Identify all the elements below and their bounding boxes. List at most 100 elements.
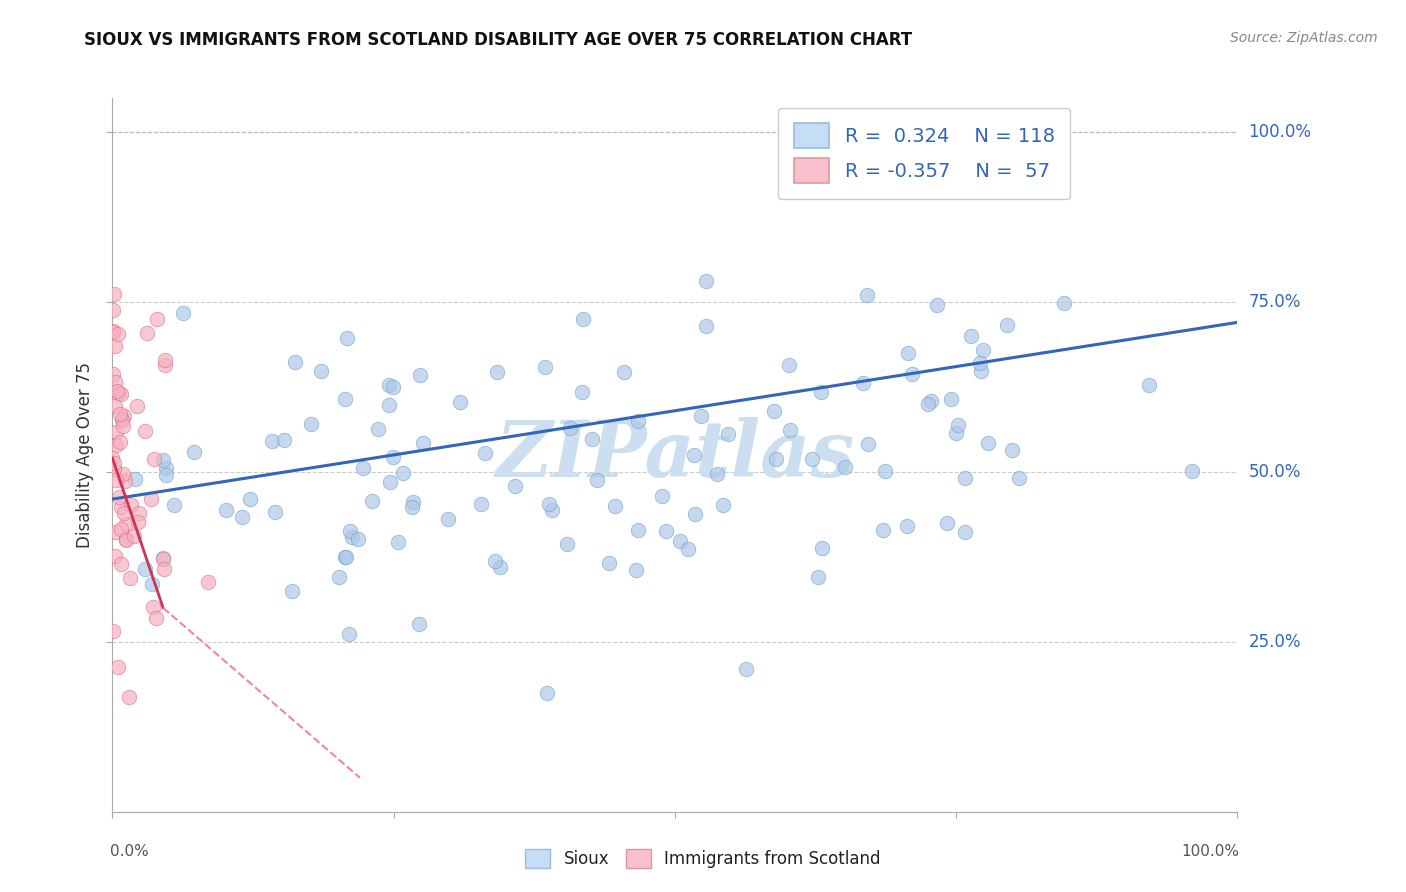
Point [960, 329, 983, 343]
Point [112, 506, 135, 520]
Point [101, 325, 124, 339]
Point [571, 385, 593, 400]
Point [110, 500, 132, 514]
Point [382, 380, 405, 394]
Point [683, 507, 706, 521]
Y-axis label: Disability Age Over 75: Disability Age Over 75 [76, 362, 94, 548]
Point [1008, 471, 1031, 485]
Point [104, 473, 127, 487]
Point [153, 358, 176, 372]
Point [104, 339, 127, 353]
Point [152, 552, 174, 566]
Point [378, 377, 401, 392]
Point [264, 505, 287, 519]
Point [765, 452, 787, 467]
Point [1137, 378, 1160, 392]
Point [1053, 296, 1076, 310]
Point [335, 549, 357, 564]
Point [449, 394, 471, 409]
Point [110, 522, 132, 536]
Point [262, 434, 284, 448]
Point [779, 424, 801, 438]
Point [470, 497, 492, 511]
Point [112, 409, 135, 424]
Point [627, 414, 650, 428]
Legend: R =  0.324    N = 118, R = -0.357    N =  57: R = 0.324 N = 118, R = -0.357 N = 57 [779, 108, 1070, 199]
Point [183, 445, 205, 459]
Point [101, 450, 124, 465]
Point [152, 453, 174, 467]
Point [118, 690, 141, 704]
Point [807, 569, 830, 583]
Point [353, 461, 375, 475]
Point [1001, 442, 1024, 457]
Point [939, 392, 962, 406]
Point [655, 524, 678, 539]
Point [197, 574, 219, 589]
Point [108, 491, 131, 505]
Point [717, 427, 740, 442]
Point [537, 497, 560, 511]
Point [810, 385, 832, 400]
Point [586, 473, 609, 487]
Point [409, 368, 432, 382]
Point [107, 326, 129, 341]
Point [152, 550, 174, 565]
Point [872, 523, 894, 537]
Point [105, 525, 128, 540]
Text: 100.0%: 100.0% [1249, 123, 1312, 141]
Point [135, 326, 157, 341]
Point [485, 365, 508, 379]
Point [995, 318, 1018, 332]
Point [101, 324, 124, 338]
Point [900, 367, 922, 381]
Point [281, 583, 304, 598]
Point [134, 424, 156, 438]
Point [145, 610, 167, 624]
Point [581, 432, 603, 446]
Point [408, 617, 430, 632]
Point [134, 562, 156, 576]
Point [387, 534, 409, 549]
Text: SIOUX VS IMMIGRANTS FROM SCOTLAND DISABILITY AGE OVER 75 CORRELATION CHART: SIOUX VS IMMIGRANTS FROM SCOTLAND DISABI… [84, 31, 912, 49]
Point [335, 392, 357, 406]
Point [103, 456, 125, 470]
Point [392, 466, 415, 480]
Point [273, 433, 295, 447]
Point [852, 376, 875, 391]
Point [114, 532, 136, 546]
Point [378, 398, 401, 412]
Point [873, 464, 896, 478]
Point [103, 286, 125, 301]
Point [367, 422, 389, 436]
Point [103, 368, 125, 382]
Point [488, 560, 510, 574]
Point [953, 471, 976, 485]
Point [336, 330, 359, 344]
Point [378, 475, 401, 490]
Point [105, 438, 128, 452]
Point [555, 536, 578, 550]
Point [534, 360, 557, 375]
Point [735, 662, 758, 676]
Point [107, 385, 129, 400]
Point [328, 570, 350, 584]
Point [360, 494, 382, 508]
Point [856, 436, 879, 450]
Point [301, 417, 323, 432]
Point [598, 556, 620, 570]
Point [115, 516, 138, 531]
Point [969, 356, 991, 370]
Point [101, 302, 124, 317]
Point [172, 306, 194, 320]
Point [114, 474, 136, 488]
Point [231, 509, 253, 524]
Point [695, 318, 717, 333]
Text: 50.0%: 50.0% [1249, 463, 1301, 481]
Point [111, 413, 134, 427]
Point [155, 467, 177, 482]
Point [143, 452, 166, 467]
Point [560, 421, 582, 435]
Point [110, 558, 132, 572]
Point [118, 571, 141, 585]
